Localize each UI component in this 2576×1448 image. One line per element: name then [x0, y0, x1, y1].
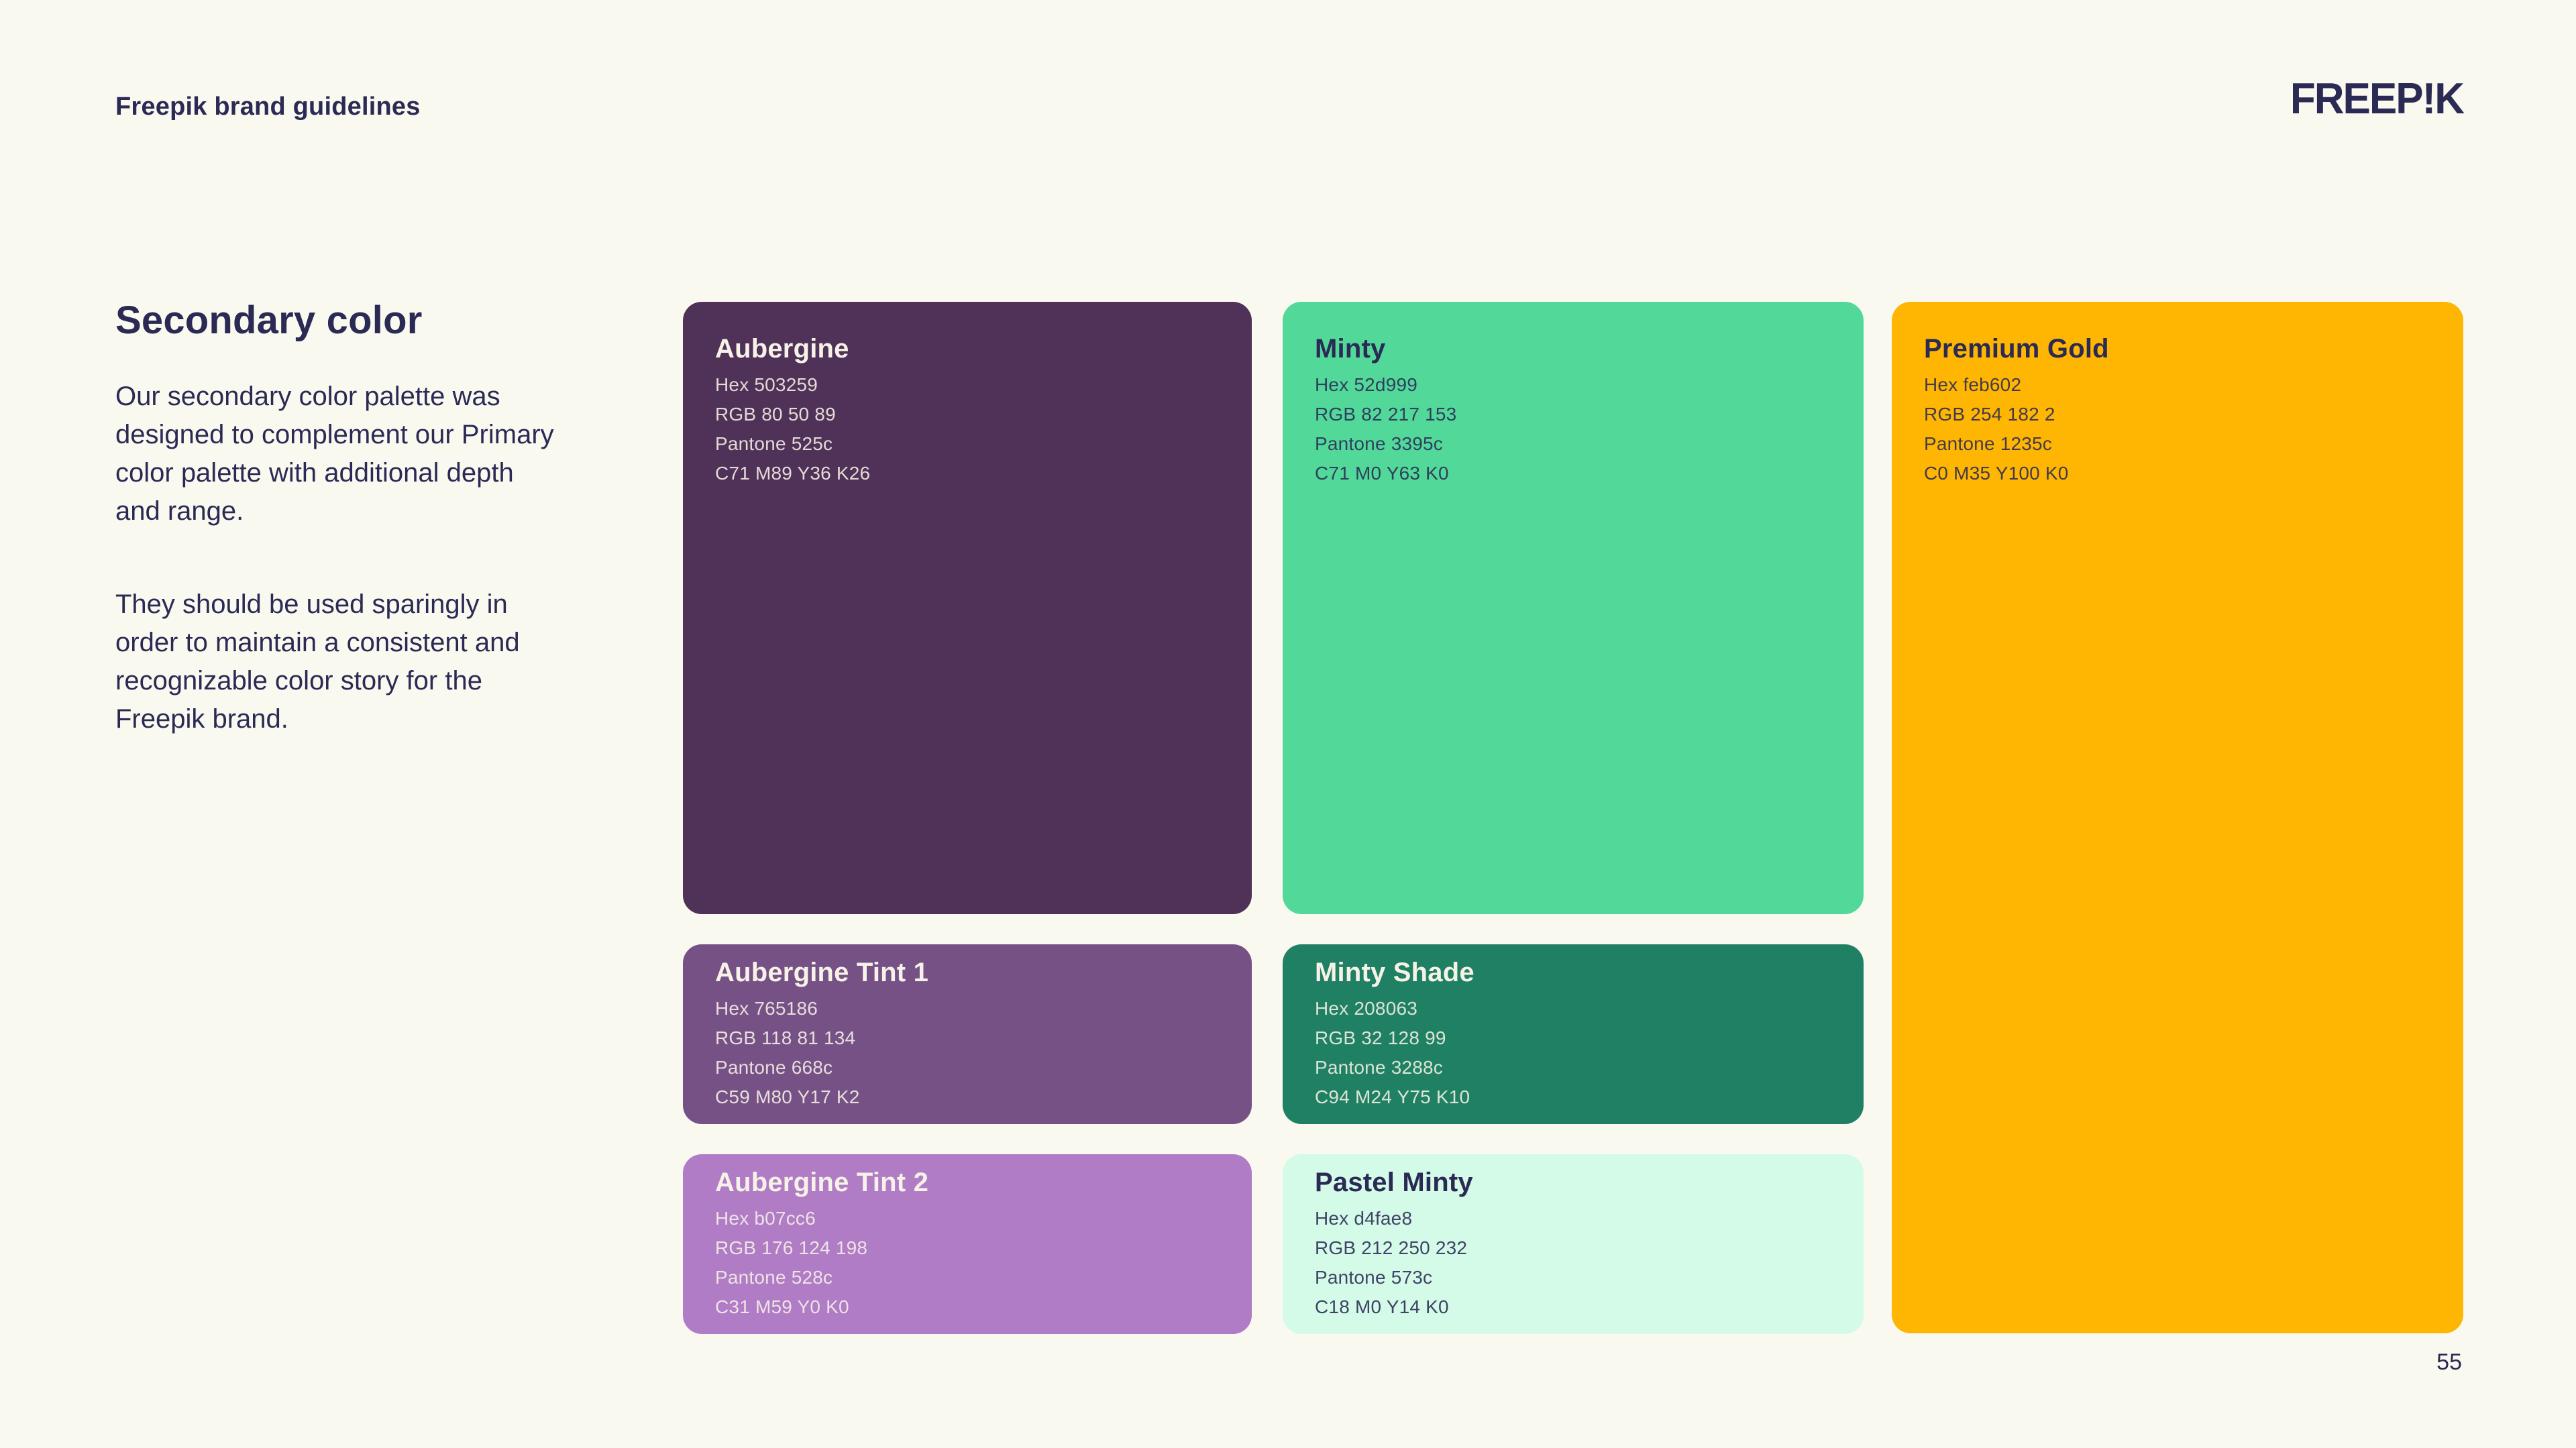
swatch-cmyk: C71 M89 Y36 K26 [715, 463, 871, 484]
swatch-card-minty-shade: Minty Shade Hex 208063 RGB 32 128 99 Pan… [1283, 944, 1864, 1124]
swatch-pantone: Pantone 525c [715, 433, 833, 454]
swatch-pantone: Pantone 1235c [1924, 433, 2052, 454]
swatch-name: Aubergine Tint 2 [715, 1168, 929, 1197]
swatch-name: Pastel Minty [1315, 1168, 1473, 1197]
swatch-pantone: Pantone 3395c [1315, 433, 1443, 454]
swatch-pantone: Pantone 3288c [1315, 1057, 1443, 1078]
swatch-rgb: RGB 32 128 99 [1315, 1027, 1446, 1048]
intro-paragraph-2: They should be used sparingly in order t… [115, 586, 625, 738]
swatch-card-minty: Minty Hex 52d999 RGB 82 217 153 Pantone … [1283, 302, 1864, 914]
swatch-rgb: RGB 212 250 232 [1315, 1237, 1468, 1258]
brand-header-label: Freepik brand guidelines [115, 93, 421, 121]
swatch-card-aubergine-tint-2: Aubergine Tint 2 Hex b07cc6 RGB 176 124 … [683, 1154, 1252, 1334]
intro-paragraph-1-line: designed to complement our Primary [115, 420, 554, 449]
swatch-card-aubergine: Aubergine Hex 503259 RGB 80 50 89 Panton… [683, 302, 1252, 914]
swatch-card-pastel-minty: Pastel Minty Hex d4fae8 RGB 212 250 232 … [1283, 1154, 1864, 1334]
swatch-hex: Hex 52d999 [1315, 374, 1418, 395]
swatch-cmyk: C94 M24 Y75 K10 [1315, 1087, 1470, 1107]
swatch-hex: Hex 208063 [1315, 998, 1418, 1019]
intro-paragraph-2-line: They should be used sparingly in [115, 590, 508, 619]
swatch-name: Premium Gold [1924, 334, 2109, 364]
swatch-hex: Hex 503259 [715, 374, 818, 395]
swatch-pantone: Pantone 573c [1315, 1267, 1433, 1288]
intro-paragraph-1-line: and range. [115, 496, 244, 526]
intro-paragraph-2-line: Freepik brand. [115, 704, 288, 734]
page-number: 55 [2436, 1349, 2462, 1375]
swatch-cmyk: C59 M80 Y17 K2 [715, 1087, 860, 1107]
swatch-column-aubergine: Aubergine Hex 503259 RGB 80 50 89 Panton… [683, 302, 1252, 1334]
intro-paragraph-2-line: order to maintain a consistent and [115, 628, 520, 657]
swatch-rgb: RGB 176 124 198 [715, 1237, 868, 1258]
intro-paragraph-1-line: Our secondary color palette was [115, 382, 500, 411]
swatch-cmyk: C0 M35 Y100 K0 [1924, 463, 2069, 484]
swatch-cmyk: C18 M0 Y14 K0 [1315, 1296, 1449, 1317]
swatch-rgb: RGB 80 50 89 [715, 404, 836, 425]
swatch-name: Aubergine [715, 334, 849, 364]
swatch-hex: Hex b07cc6 [715, 1208, 816, 1229]
freepik-logo: FREEP!K [2290, 74, 2465, 123]
intro-paragraph-2-line: recognizable color story for the [115, 666, 482, 695]
intro-paragraph-1: Our secondary color palette was designed… [115, 378, 625, 531]
swatch-hex: Hex feb602 [1924, 374, 2022, 395]
swatch-column-minty: Minty Hex 52d999 RGB 82 217 153 Pantone … [1283, 302, 1864, 1334]
swatch-pantone: Pantone 668c [715, 1057, 833, 1078]
swatch-hex: Hex 765186 [715, 998, 818, 1019]
swatch-rgb: RGB 82 217 153 [1315, 404, 1457, 425]
swatch-cmyk: C71 M0 Y63 K0 [1315, 463, 1449, 484]
swatch-hex: Hex d4fae8 [1315, 1208, 1413, 1229]
swatch-name: Aubergine Tint 1 [715, 958, 929, 987]
swatch-pantone: Pantone 528c [715, 1267, 833, 1288]
swatch-name: Minty Shade [1315, 958, 1474, 987]
swatch-rgb: RGB 118 81 134 [715, 1027, 856, 1048]
page-title: Secondary color [115, 298, 423, 342]
swatch-column-gold: Premium Gold Hex feb602 RGB 254 182 2 Pa… [1892, 302, 2463, 1333]
swatch-rgb: RGB 254 182 2 [1924, 404, 2055, 425]
swatch-card-premium-gold: Premium Gold Hex feb602 RGB 254 182 2 Pa… [1892, 302, 2463, 1333]
intro-section: Secondary color Our secondary color pale… [115, 297, 625, 738]
intro-paragraph-1-line: color palette with additional depth [115, 458, 514, 488]
swatch-name: Minty [1315, 334, 1386, 364]
swatch-card-aubergine-tint-1: Aubergine Tint 1 Hex 765186 RGB 118 81 1… [683, 944, 1252, 1124]
swatch-cmyk: C31 M59 Y0 K0 [715, 1296, 849, 1317]
